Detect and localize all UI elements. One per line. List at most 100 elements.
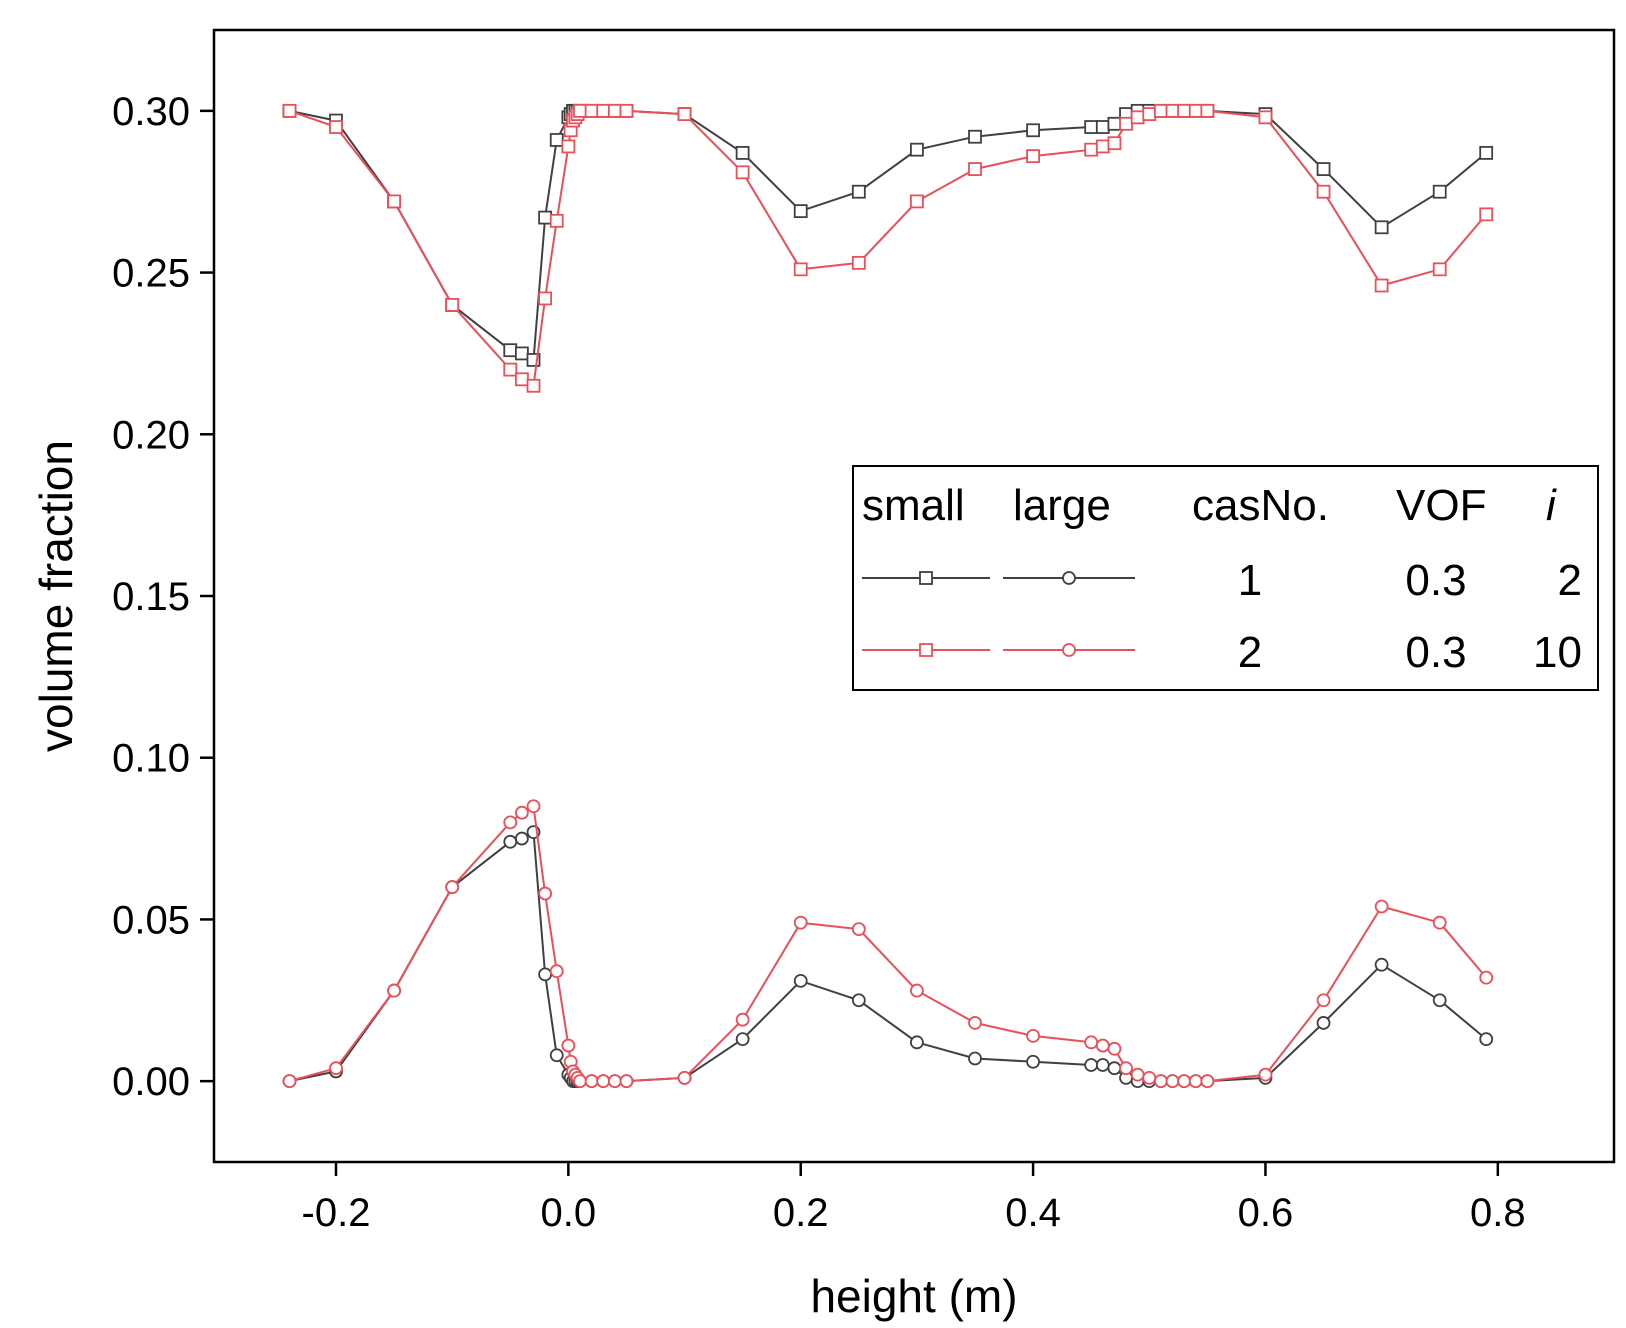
legend-header-large: large <box>1013 481 1111 530</box>
data-point-square <box>1026 149 1040 164</box>
data-point-circle <box>549 964 564 979</box>
data-point-square <box>503 362 518 377</box>
data-point-circle <box>968 1016 982 1030</box>
data-point-square <box>677 107 692 121</box>
data-point-circle <box>910 1035 924 1050</box>
data-point-square <box>1177 103 1192 118</box>
legend-header-i: i <box>1546 481 1557 530</box>
data-point-circle <box>596 1074 611 1089</box>
legend-row-2: 2 0.3 10 <box>862 628 1582 677</box>
data-point-square <box>596 103 611 118</box>
data-point-square <box>1130 110 1145 125</box>
data-point-circle <box>514 805 529 820</box>
data-point-square <box>549 213 564 228</box>
y-axis-ticks: 0.00 0.05 0.10 0.15 0.20 0.25 0.30 <box>112 90 214 1104</box>
series-large-case2 <box>282 799 1494 1089</box>
data-point-square <box>968 162 982 176</box>
x-tick-label: 0.0 <box>541 1191 597 1235</box>
data-point-square <box>1374 278 1389 293</box>
data-point-square <box>1095 139 1110 154</box>
data-point-square <box>793 204 808 219</box>
y-tick-label: 0.30 <box>112 90 190 134</box>
data-point-square <box>1107 136 1122 151</box>
x-axis-label: height (m) <box>810 1270 1017 1322</box>
y-tick-label: 0.20 <box>112 413 190 457</box>
data-point-circle <box>538 886 553 901</box>
data-point-circle <box>549 1048 564 1063</box>
data-point-square <box>1095 120 1110 134</box>
data-point-circle <box>968 1051 982 1066</box>
data-point-circle <box>282 1074 297 1089</box>
data-point-square <box>1374 220 1389 235</box>
data-point-square <box>1479 207 1494 222</box>
data-point-square <box>1153 103 1168 118</box>
data-point-circle <box>1479 1032 1494 1046</box>
data-point-circle <box>503 834 518 849</box>
series-layer <box>282 103 1494 1089</box>
data-point-square <box>503 343 518 358</box>
data-point-circle <box>584 1074 599 1089</box>
data-point-circle <box>735 1032 750 1046</box>
data-point-square <box>1258 110 1273 125</box>
data-point-square <box>282 103 297 118</box>
data-point-square <box>1165 103 1180 118</box>
data-point-square <box>573 103 587 118</box>
data-point-square <box>1142 107 1157 121</box>
data-point-square <box>584 103 599 118</box>
data-point-square <box>1026 123 1040 138</box>
data-point-square <box>514 346 529 361</box>
data-point-circle <box>1153 1074 1168 1089</box>
data-point-circle <box>1165 1074 1180 1089</box>
data-point-circle <box>619 1074 634 1089</box>
data-point-circle <box>1095 1058 1110 1072</box>
data-point-square <box>1107 116 1122 131</box>
data-point-circle <box>503 815 518 830</box>
data-point-circle <box>1374 899 1389 914</box>
data-point-square <box>910 194 924 209</box>
data-point-square <box>619 103 634 118</box>
legend-header-vof: VOF <box>1396 481 1486 530</box>
data-point-circle <box>1177 1074 1192 1089</box>
y-tick-label: 0.05 <box>112 898 190 942</box>
data-point-circle <box>1200 1074 1215 1089</box>
data-point-square <box>968 129 982 144</box>
data-point-circle <box>910 983 924 998</box>
data-point-square <box>735 146 750 160</box>
x-axis-ticks: -0.2 0.0 0.2 0.4 0.6 0.8 <box>302 1162 1526 1235</box>
data-point-circle <box>329 1061 343 1076</box>
data-point-circle <box>1258 1067 1273 1082</box>
data-point-square <box>910 142 924 157</box>
data-point-square <box>561 139 576 154</box>
legend-marker-large-case1 <box>1062 571 1076 585</box>
data-point-circle <box>1026 1028 1040 1043</box>
data-point-square <box>445 298 460 312</box>
y-axis-label: volume fraction <box>30 440 82 752</box>
data-point-circle <box>526 799 541 814</box>
y-tick-label: 0.00 <box>112 1060 190 1104</box>
series-small-case2 <box>282 103 1494 393</box>
data-point-circle <box>1432 915 1447 930</box>
data-point-circle <box>514 831 529 846</box>
data-point-circle <box>387 983 401 998</box>
data-point-square <box>538 210 553 225</box>
data-point-square <box>1119 116 1133 131</box>
legend-header-small: small <box>862 481 965 530</box>
data-point-circle <box>1142 1071 1157 1085</box>
data-point-square <box>514 372 529 387</box>
data-point-square <box>387 194 401 209</box>
data-point-square <box>526 378 541 393</box>
data-point-square <box>607 103 622 118</box>
data-point-circle <box>538 967 553 982</box>
y-tick-label: 0.10 <box>112 737 190 781</box>
data-point-square <box>1188 103 1203 118</box>
data-point-square <box>851 184 866 199</box>
x-tick-label: 0.4 <box>1005 1191 1061 1235</box>
data-point-circle <box>851 922 866 937</box>
data-point-circle <box>1026 1054 1040 1069</box>
data-point-circle <box>1316 1016 1331 1030</box>
data-point-circle <box>1107 1041 1122 1056</box>
data-point-square <box>538 291 553 306</box>
data-point-circle <box>1107 1061 1122 1076</box>
data-point-circle <box>561 1038 576 1053</box>
